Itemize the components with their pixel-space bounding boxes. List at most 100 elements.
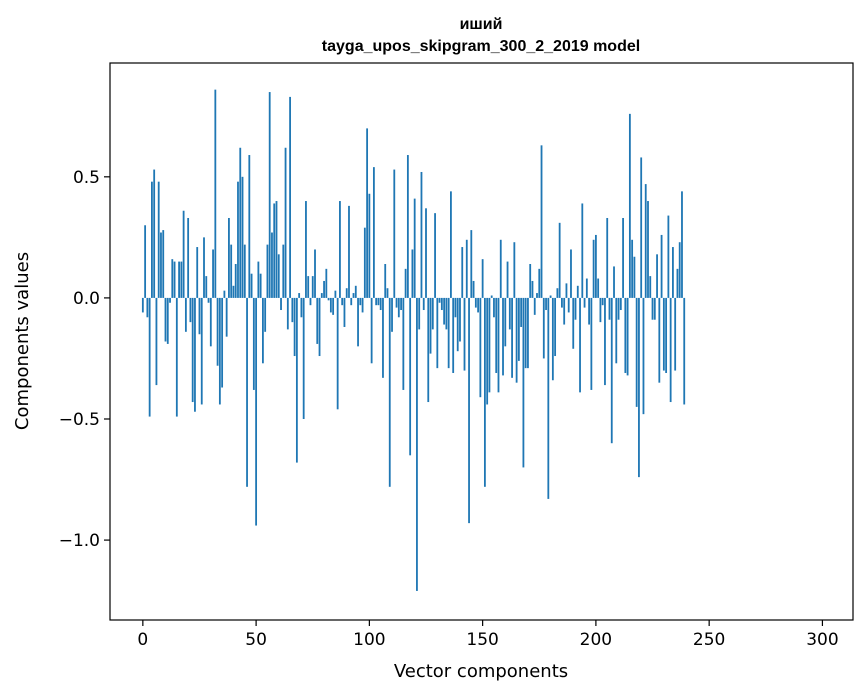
bar-64 <box>286 297 289 330</box>
plot-area-frame <box>109 62 854 621</box>
bar-133 <box>443 297 446 325</box>
bar-114 <box>400 297 402 311</box>
y-tick-label: −1.0 <box>59 531 100 551</box>
bar-63 <box>284 147 287 298</box>
bar-206 <box>608 297 611 320</box>
bar-60 <box>277 254 280 298</box>
bar-124 <box>422 297 425 311</box>
bar-56 <box>268 92 271 298</box>
bar-149 <box>479 297 482 398</box>
bar-38 <box>228 217 230 298</box>
bar-179 <box>547 297 550 499</box>
y-tick-label: 0.0 <box>73 289 100 309</box>
bar-74 <box>309 297 312 306</box>
bar-90 <box>345 288 348 298</box>
bar-100 <box>368 193 371 298</box>
bar-40 <box>232 285 235 298</box>
bar-101 <box>370 297 373 364</box>
bar-126 <box>427 297 430 403</box>
bar-81 <box>325 268 328 298</box>
bar-103 <box>375 297 378 306</box>
bar-107 <box>384 264 387 298</box>
bar-192 <box>576 285 579 298</box>
bar-210 <box>617 297 620 320</box>
bar-177 <box>542 297 545 359</box>
bar-58 <box>273 203 276 298</box>
bar-197 <box>588 297 590 325</box>
bar-237 <box>678 242 681 298</box>
x-tick-label: 250 <box>693 630 725 650</box>
bar-144 <box>468 297 470 524</box>
x-axis-ticks: 0 50 100 150 200 250 300 <box>137 620 839 650</box>
bar-175 <box>538 268 541 298</box>
bar-218 <box>635 297 638 407</box>
bar-203 <box>601 297 604 306</box>
bar-35 <box>221 297 224 388</box>
bar-85 <box>334 290 337 298</box>
bar-142 <box>463 297 466 371</box>
bar-228 <box>658 297 661 383</box>
bar-42 <box>237 181 239 298</box>
bar-236 <box>676 268 679 298</box>
bar-169 <box>524 297 527 369</box>
bar-178 <box>545 297 547 311</box>
bar-66 <box>291 297 294 323</box>
bar-18 <box>182 210 185 298</box>
bar-22 <box>191 297 194 403</box>
bar-121 <box>416 297 418 591</box>
bar-32 <box>214 89 217 298</box>
bar-119 <box>411 249 414 298</box>
bar-200 <box>594 234 597 298</box>
bar-2 <box>146 297 149 318</box>
bar-166 <box>517 297 520 361</box>
bar-148 <box>477 297 480 313</box>
bar-95 <box>357 297 359 347</box>
bar-93 <box>352 293 355 298</box>
bar-86 <box>336 297 339 410</box>
bar-46 <box>246 297 248 487</box>
bar-225 <box>651 297 654 320</box>
bar-207 <box>610 297 613 444</box>
bar-117 <box>406 155 409 298</box>
bar-25 <box>198 297 201 335</box>
bar-224 <box>649 276 652 298</box>
bar-36 <box>223 290 226 298</box>
bar-184 <box>558 222 561 298</box>
bar-13 <box>171 259 174 298</box>
bar-160 <box>504 297 507 347</box>
bar-8 <box>160 232 162 298</box>
bar-226 <box>653 297 656 320</box>
bar-26 <box>200 297 203 405</box>
bar-135 <box>447 297 450 369</box>
bar-139 <box>456 297 459 352</box>
bar-164 <box>513 242 516 298</box>
bar-196 <box>585 278 588 298</box>
bar-217 <box>633 256 636 298</box>
bar-147 <box>474 297 477 308</box>
bar-145 <box>470 230 473 298</box>
bar-216 <box>631 239 634 298</box>
bar-123 <box>420 171 423 298</box>
bar-113 <box>397 297 400 318</box>
bar-20 <box>187 217 190 298</box>
bar-102 <box>372 167 375 298</box>
bar-174 <box>536 293 538 298</box>
bar-110 <box>391 297 393 332</box>
bar-94 <box>354 285 357 298</box>
bar-6 <box>155 297 158 386</box>
bar-161 <box>506 261 509 298</box>
bar-23 <box>194 297 196 412</box>
bar-125 <box>425 208 427 298</box>
bar-3 <box>148 297 151 417</box>
y-axis-ticks: −1.0 −0.5 0.0 0.5 <box>59 168 110 551</box>
bar-76 <box>314 249 316 298</box>
bar-48 <box>250 273 253 298</box>
bar-27 <box>203 237 205 298</box>
bar-199 <box>592 239 595 298</box>
bar-211 <box>619 297 622 311</box>
bar-239 <box>683 297 686 405</box>
bar-11 <box>166 297 169 344</box>
bar-51 <box>257 261 260 298</box>
bar-222 <box>644 184 647 298</box>
